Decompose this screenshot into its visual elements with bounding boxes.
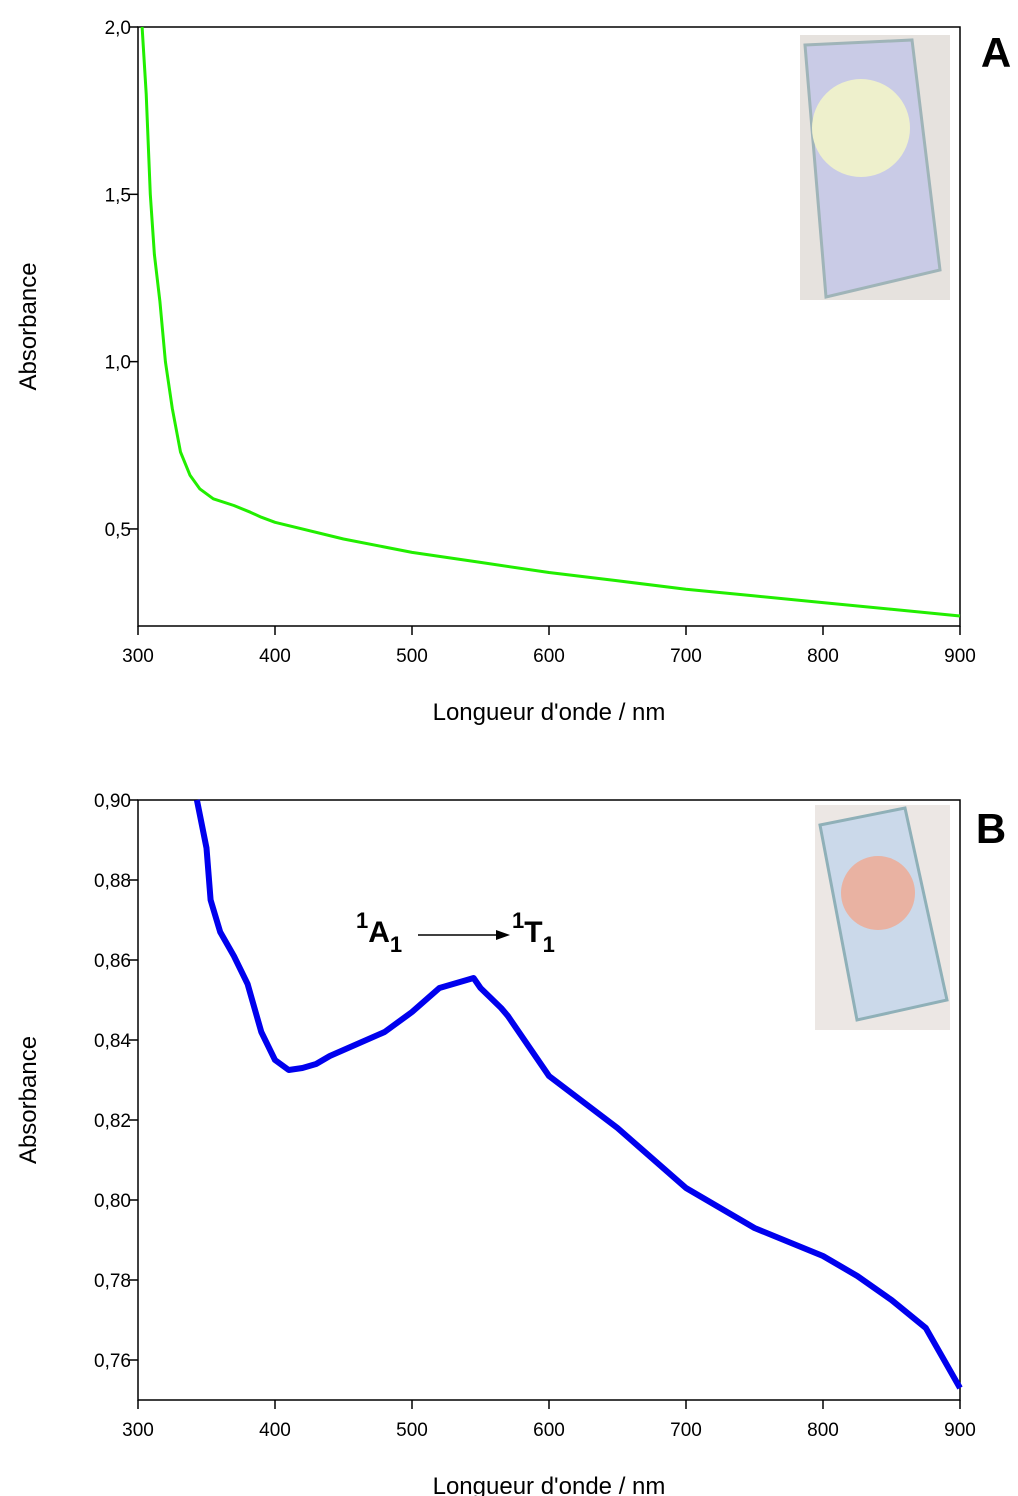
x-axis-title: Longueur d'onde / nm: [433, 1473, 666, 1496]
x-tick-label: 500: [396, 646, 428, 667]
y-tick-label: 1,0: [105, 353, 131, 374]
x-tick-label: 700: [670, 1420, 702, 1441]
y-tick-label: 0,84: [94, 1031, 131, 1052]
photo-inset: [815, 805, 950, 1030]
annotation: 1A1: [356, 908, 402, 957]
x-tick-label: 600: [533, 646, 565, 667]
x-tick-label: 400: [259, 646, 291, 667]
annotation-main: T: [524, 916, 542, 949]
photo-inset: [800, 35, 950, 300]
data-line: [140, 26, 961, 618]
annotation: 1T1: [512, 908, 555, 957]
x-tick-label: 400: [259, 1420, 291, 1441]
y-tick-label: 0,76: [94, 1351, 131, 1372]
x-tick-label: 700: [670, 646, 702, 667]
x-tick-label: 900: [944, 646, 976, 667]
data-line: [193, 799, 963, 1390]
x-tick-label: 600: [533, 1420, 565, 1441]
y-tick-label: 0,78: [94, 1271, 131, 1292]
x-tick-label: 300: [122, 1420, 154, 1441]
y-tick-label: 0,80: [94, 1191, 131, 1212]
annotation-sub: 1: [390, 932, 402, 957]
y-axis-title: Absorbance: [15, 1036, 42, 1164]
y-tick-label: 0,86: [94, 951, 131, 972]
annotation-sup: 1: [512, 908, 524, 933]
panel-label: B: [976, 805, 1006, 852]
annotation-sub: 1: [543, 932, 555, 957]
y-tick-label: 0,5: [105, 520, 131, 541]
y-axis-title: Absorbance: [15, 262, 42, 390]
x-tick-label: 900: [944, 1420, 976, 1441]
panel-label: A: [981, 29, 1011, 76]
y-tick-label: 0,82: [94, 1111, 131, 1132]
annotation-arrow: [418, 930, 510, 940]
y-tick-label: 1,5: [105, 185, 131, 206]
x-tick-label: 300: [122, 646, 154, 667]
x-tick-label: 500: [396, 1420, 428, 1441]
annotation-sup: 1: [356, 908, 368, 933]
x-axis-title: Longueur d'onde / nm: [433, 699, 666, 726]
y-tick-label: 0,90: [94, 791, 131, 812]
arrow-head: [496, 930, 510, 940]
x-tick-label: 800: [807, 1420, 839, 1441]
y-tick-label: 2,0: [105, 18, 131, 39]
x-tick-label: 800: [807, 646, 839, 667]
y-tick-label: 0,88: [94, 871, 131, 892]
annotation-main: A: [368, 916, 390, 949]
